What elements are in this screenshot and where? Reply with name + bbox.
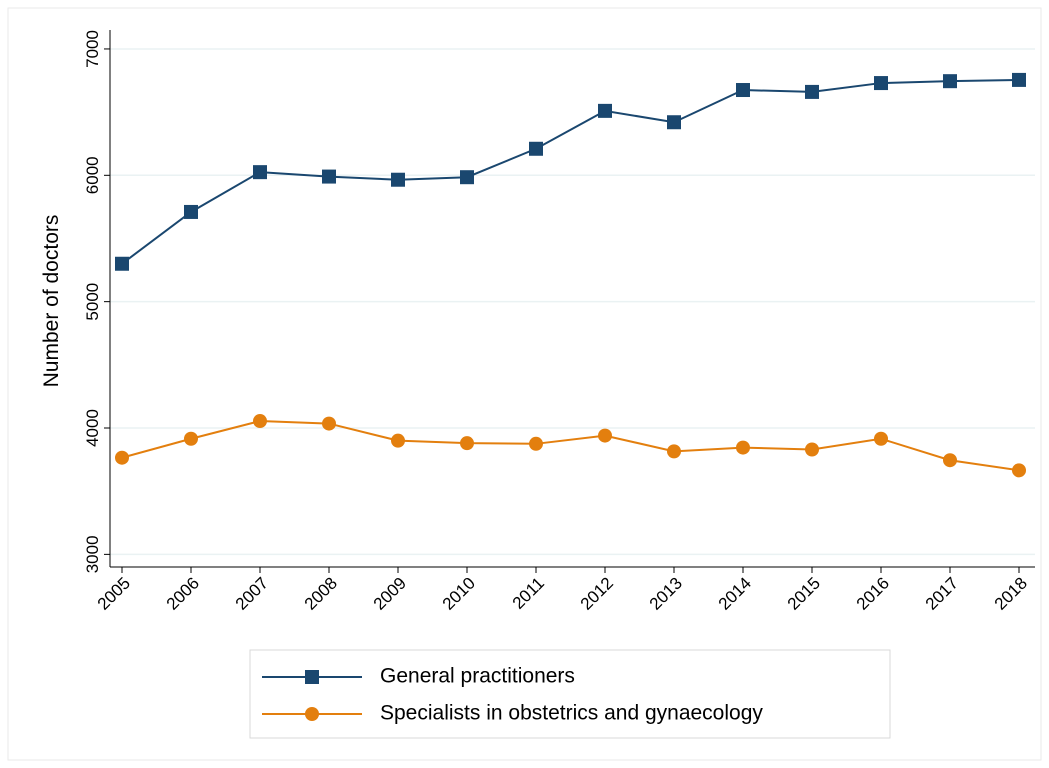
point	[529, 436, 543, 451]
point	[391, 433, 405, 448]
point	[322, 416, 336, 431]
point	[115, 450, 129, 465]
y-tick-label: 7000	[83, 30, 102, 68]
point	[253, 165, 267, 180]
line	[121, 78, 1020, 265]
point	[529, 141, 543, 156]
y-tick-label: 4000	[83, 409, 102, 447]
legend-box	[249, 649, 891, 739]
point	[598, 103, 612, 118]
y-tick-label: 6000	[83, 156, 102, 194]
point	[736, 83, 750, 98]
point	[460, 436, 474, 451]
point	[943, 74, 957, 89]
point	[460, 170, 474, 185]
point	[322, 169, 336, 184]
line	[121, 420, 1020, 472]
legend-marker	[305, 707, 319, 721]
y-axis-title: Number of doctors	[40, 215, 63, 388]
point	[1012, 463, 1026, 478]
point	[184, 204, 198, 219]
legend-label: Specialists in obstetrics and gynaecolog…	[380, 702, 763, 725]
point	[805, 442, 819, 457]
y-tick-label: 3000	[83, 535, 102, 573]
point	[115, 256, 129, 271]
point	[391, 172, 405, 187]
point	[943, 453, 957, 468]
point	[736, 440, 750, 455]
point	[805, 84, 819, 99]
point	[184, 431, 198, 446]
y-tick-label: 5000	[83, 283, 102, 321]
point	[667, 115, 681, 130]
point	[874, 431, 888, 446]
chart-frame	[7, 7, 1042, 761]
point	[253, 414, 267, 429]
legend-label: General practitioners	[380, 665, 575, 688]
legend-marker	[305, 670, 319, 684]
point	[1012, 72, 1026, 87]
point	[598, 428, 612, 443]
point	[667, 444, 681, 459]
point	[874, 76, 888, 91]
